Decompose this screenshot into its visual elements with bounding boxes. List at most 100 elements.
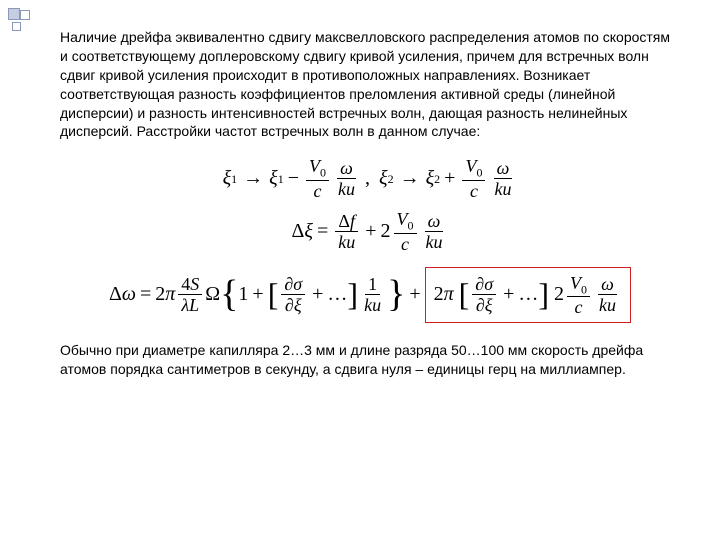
sym-u: u — [372, 295, 381, 315]
minus: − — [288, 165, 299, 192]
paragraph-1: Наличие дрейфа эквивалентно сдвигу максв… — [60, 28, 680, 141]
sym-omega: ω — [425, 212, 444, 232]
sub-0: 0 — [320, 166, 326, 180]
sym-Omega: Ω — [205, 281, 220, 308]
sub-2: 2 — [434, 171, 440, 187]
sym-sigma: σ — [293, 274, 302, 294]
sym-xi: ξ — [223, 165, 232, 192]
equals: = — [317, 218, 328, 245]
sym-V: V — [465, 156, 476, 176]
num-4: 4 — [181, 274, 190, 294]
sym-V: V — [309, 156, 320, 176]
sym-xi: ξ — [269, 165, 278, 192]
plus: + — [252, 281, 263, 308]
dots: … — [518, 281, 538, 308]
sym-u: u — [346, 179, 355, 199]
sym-c: c — [467, 181, 481, 200]
sym-f: f — [350, 211, 355, 231]
sym-omega: ω — [494, 159, 513, 179]
sym-u: u — [434, 232, 443, 252]
sym-xi: ξ — [294, 295, 302, 315]
equals: = — [140, 281, 151, 308]
frac-dfku: Δf ku — [335, 212, 358, 251]
frac-4SlL: 4S λL — [178, 275, 202, 314]
brace-close: } — [387, 279, 405, 309]
sym-k: k — [338, 179, 346, 199]
frac-wku: ω ku — [335, 159, 358, 198]
frac-v0c: V0 c — [394, 210, 417, 253]
sym-k: k — [364, 295, 372, 315]
sym-u: u — [607, 295, 616, 315]
frac-v0c: V0 c — [567, 274, 590, 317]
sym-Delta: Δ — [338, 211, 350, 231]
sub-0: 0 — [581, 282, 587, 296]
num-2: 2 — [554, 281, 564, 308]
sym-S: S — [190, 274, 199, 294]
sym-omega: ω — [337, 159, 356, 179]
sym-partial: ∂ — [284, 274, 293, 294]
sym-partial: ∂ — [476, 295, 485, 315]
equations-block: ξ1 → ξ1 − V0 c ω ku , ξ2 → ξ2 + V0 c ω — [60, 157, 680, 323]
frac-1ku: 1 ku — [361, 275, 384, 314]
frac-v0c: V0 c — [462, 157, 485, 200]
comma: , — [365, 165, 370, 192]
sym-Delta: Δ — [109, 281, 122, 308]
bracket-close: ] — [538, 282, 549, 308]
sym-xi: ξ — [379, 165, 388, 192]
highlighted-term: 2π [ ∂σ ∂ξ + … ] 2 V0 c ω ku — [425, 267, 631, 324]
sym-c: c — [572, 297, 586, 316]
sym-xi: ξ — [426, 165, 435, 192]
sym-xi: ξ — [304, 218, 313, 245]
sym-k: k — [426, 232, 434, 252]
plus: + — [312, 281, 323, 308]
equation-2: Δξ = Δf ku + 2 V0 c ω ku — [60, 210, 680, 253]
num-2: 2 — [434, 281, 444, 308]
sym-V: V — [570, 273, 581, 293]
sym-pi: π — [165, 281, 175, 308]
sub-2: 2 — [388, 171, 394, 187]
paragraph-2: Обычно при диаметре капилляра 2…3 мм и д… — [60, 341, 680, 379]
sym-partial: ∂ — [285, 295, 294, 315]
sub-1: 1 — [231, 171, 237, 187]
dots: … — [327, 281, 347, 308]
sym-k: k — [599, 295, 607, 315]
sym-xi: ξ — [485, 295, 493, 315]
frac-dsigma: ∂σ ∂ξ — [281, 275, 305, 314]
frac-wku: ω ku — [491, 159, 514, 198]
sub-0: 0 — [408, 219, 414, 233]
bracket-open: [ — [268, 282, 279, 308]
sym-omega: ω — [122, 281, 136, 308]
sub-1: 1 — [278, 171, 284, 187]
sym-u: u — [502, 179, 511, 199]
sym-u: u — [346, 232, 355, 252]
sym-partial: ∂ — [475, 274, 484, 294]
num-2: 2 — [381, 218, 391, 245]
sub-0: 0 — [476, 166, 482, 180]
sym-lambda: λ — [181, 295, 189, 315]
square-deco-1 — [8, 8, 20, 20]
sym-omega: ω — [598, 275, 617, 295]
bracket-close: ] — [347, 282, 358, 308]
sym-c: c — [398, 234, 412, 253]
sym-V: V — [397, 209, 408, 229]
frac-wku: ω ku — [423, 212, 446, 251]
num-2: 2 — [155, 281, 165, 308]
sym-pi: π — [444, 281, 454, 308]
arrow-2: → — [400, 165, 420, 192]
bracket-open: [ — [459, 282, 470, 308]
plus: + — [503, 281, 514, 308]
plus: + — [409, 281, 420, 308]
slide-content: Наличие дрейфа эквивалентно сдвигу максв… — [0, 0, 720, 413]
frac-v0c: V0 c — [306, 157, 329, 200]
frac-dsigma: ∂σ ∂ξ — [472, 275, 496, 314]
arrow-1: → — [243, 165, 263, 192]
equation-1: ξ1 → ξ1 − V0 c ω ku , ξ2 → ξ2 + V0 c ω — [60, 157, 680, 200]
sym-Delta: Δ — [291, 218, 304, 245]
sym-c: c — [311, 181, 325, 200]
square-deco-2 — [20, 10, 30, 20]
square-deco-3 — [12, 22, 21, 31]
plus: + — [444, 165, 455, 192]
equation-3: Δω = 2π 4S λL Ω { 1 + [ ∂σ ∂ξ + … ] 1 ku… — [60, 267, 680, 324]
brace-open: { — [220, 279, 238, 309]
sym-sigma: σ — [484, 274, 493, 294]
